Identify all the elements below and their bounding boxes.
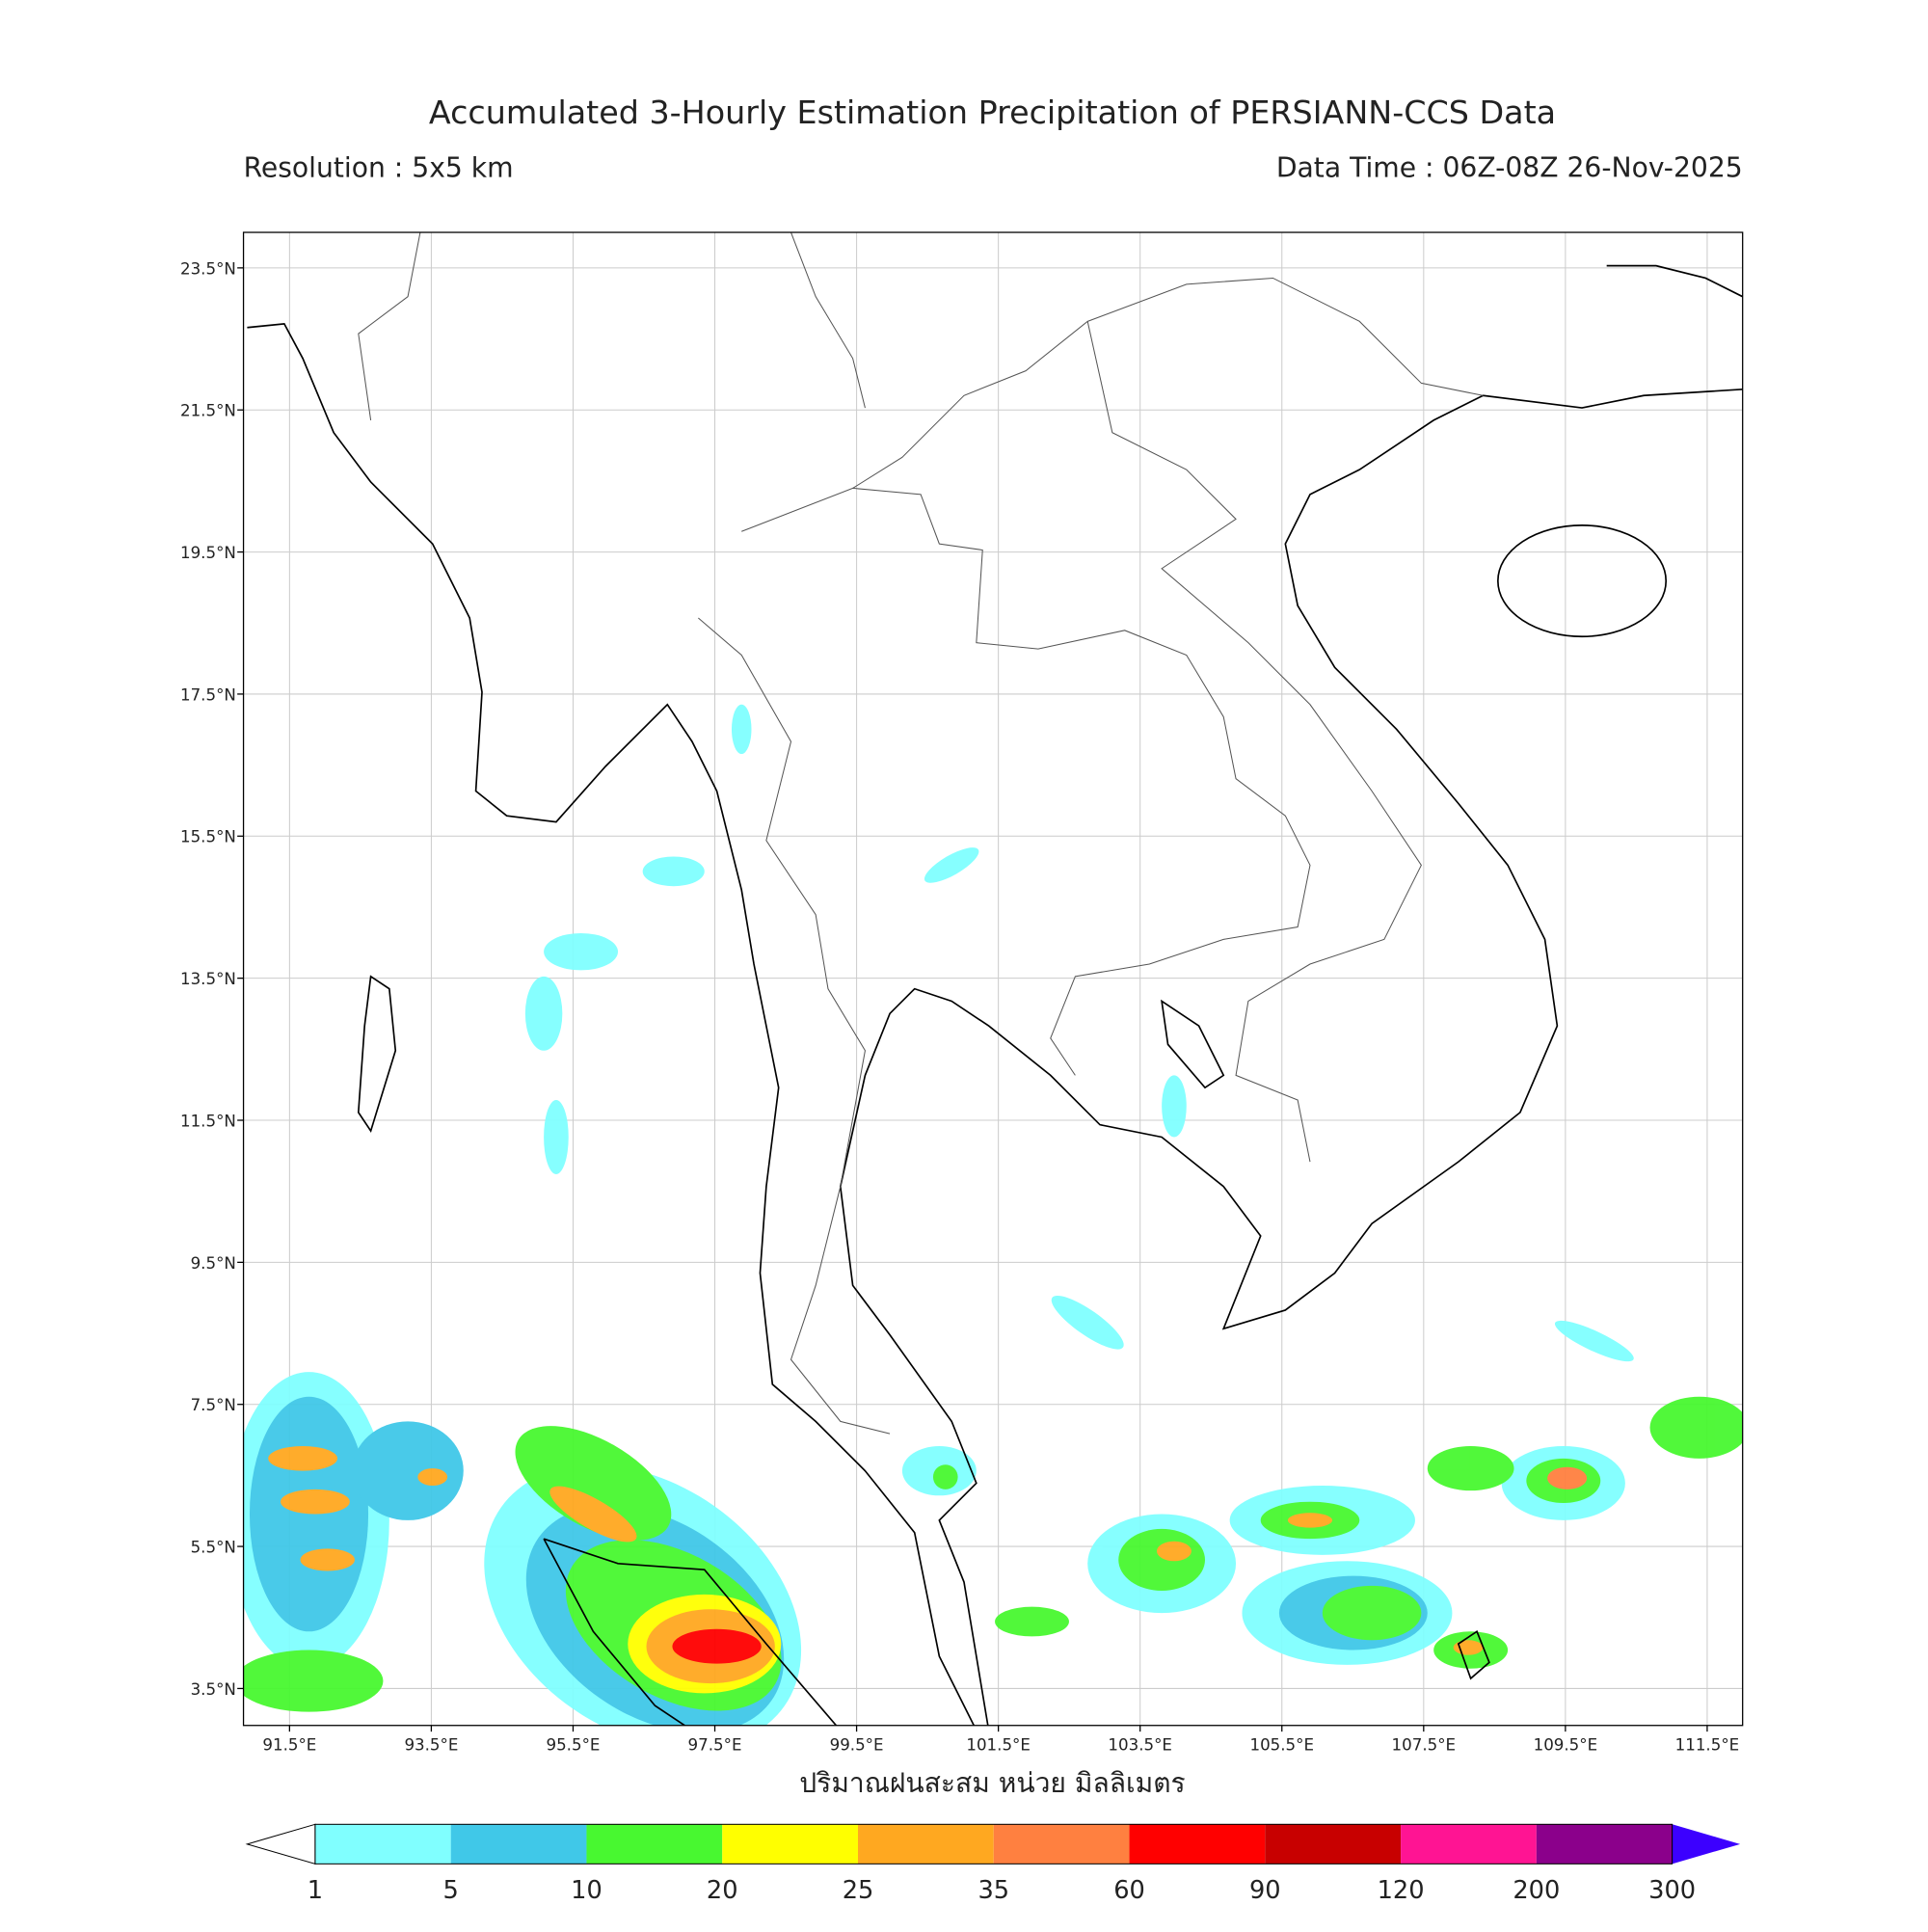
y-tick-label: 19.5°N <box>180 544 236 562</box>
grid <box>243 232 1743 1726</box>
x-tick-label: 91.5°E <box>262 1735 316 1754</box>
colorbar-segment <box>1129 1824 1266 1865</box>
x-tick-label: 99.5°E <box>830 1735 884 1754</box>
y-tick-label: 5.5°N <box>191 1538 236 1556</box>
x-tick-label: 93.5°E <box>404 1735 458 1754</box>
colorbar-tick-label: 120 <box>1378 1876 1425 1905</box>
colorbar-tick-label: 300 <box>1648 1876 1696 1905</box>
y-tick-label: 23.5°N <box>180 259 236 278</box>
colorbar-segment <box>858 1824 994 1865</box>
y-tick-label: 3.5°N <box>191 1680 236 1699</box>
colorbar-tick-label: 60 <box>1113 1876 1145 1905</box>
colorbar-segment <box>722 1824 858 1865</box>
colorbar-segment <box>1265 1824 1402 1865</box>
colorbar-tick-label: 1 <box>308 1876 323 1905</box>
x-tick-label: 101.5°E <box>966 1735 1031 1754</box>
colorbar-tick-label: 35 <box>977 1876 1009 1905</box>
x-tick-label: 109.5°E <box>1534 1735 1598 1754</box>
x-tick-label: 95.5°E <box>546 1735 600 1754</box>
colorbar-tick-label: 90 <box>1249 1876 1281 1905</box>
resolution: Resolution : 5x5 km <box>244 151 514 183</box>
y-tick-label: 15.5°N <box>180 828 236 846</box>
colorbar: 1 5 10 20 25 35 60 90 120 200 300 <box>245 1823 1741 1905</box>
colorbar-segment <box>314 1824 451 1865</box>
colorbar-segment <box>1401 1824 1537 1865</box>
x-tick-label: 107.5°E <box>1392 1735 1457 1754</box>
colorbar-segment <box>993 1824 1130 1865</box>
x-tick-label: 103.5°E <box>1108 1735 1172 1754</box>
y-tick-label: 11.5°N <box>180 1112 236 1130</box>
colorbar-under <box>245 1823 316 1865</box>
map-frame <box>242 231 1744 1727</box>
colorbar-segment <box>1536 1824 1673 1865</box>
x-tick-label: 105.5°E <box>1249 1735 1314 1754</box>
y-tick-label: 21.5°N <box>180 402 236 420</box>
colorbar-tick-label: 200 <box>1513 1876 1560 1905</box>
colorbar-tick-label: 10 <box>571 1876 602 1905</box>
y-tick-label: 13.5°N <box>180 970 236 988</box>
title: Accumulated 3-Hourly Estimation Precipit… <box>429 94 1556 131</box>
x-tick-label: 97.5°E <box>688 1735 742 1754</box>
colorbar-tick-label: 5 <box>443 1876 459 1905</box>
colorbar-frame <box>314 1823 1674 1865</box>
y-tick-label: 17.5°N <box>180 685 236 704</box>
colorbar-segment <box>586 1824 723 1865</box>
rain-field <box>243 232 1743 1726</box>
data-time: Data Time : 06Z-08Z 26-Nov-2025 <box>1276 151 1743 183</box>
colorbar-segment <box>450 1824 587 1865</box>
colorbar-over <box>1672 1824 1741 1865</box>
y-tick-label: 7.5°N <box>191 1396 236 1414</box>
colorbar-tick-label: 20 <box>707 1876 738 1905</box>
x-tick-label: 111.5°E <box>1675 1735 1740 1754</box>
colorbar-tick-label: 25 <box>843 1876 874 1905</box>
y-tick-label: 9.5°N <box>191 1254 236 1273</box>
colorbar-label: ปริมาณฝนสะสม หน่วย มิลลิเมตร <box>799 1767 1185 1799</box>
